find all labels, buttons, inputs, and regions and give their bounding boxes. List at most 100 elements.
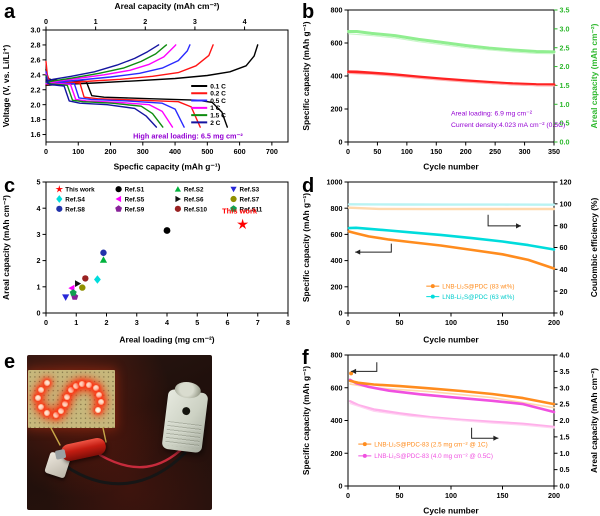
red-led [67,387,74,394]
svg-text:150: 150 [430,147,442,156]
svg-text:1000: 1000 [327,178,343,187]
red-led [92,384,99,391]
svg-text:250: 250 [489,147,501,156]
svg-text:0.5: 0.5 [560,119,570,128]
svg-text:1: 1 [37,282,41,291]
clip-tip [54,448,67,460]
svg-text:0: 0 [339,482,343,491]
svg-text:1.0: 1.0 [560,100,570,109]
svg-text:1.8: 1.8 [31,115,41,124]
svg-text:High areal loading: 6.5 mg cm⁻: High areal loading: 6.5 mg cm⁻² [133,132,243,141]
svg-text:LNB-Li₂S@PDC-83 (4.0 mg cm⁻² @: LNB-Li₂S@PDC-83 (4.0 mg cm⁻² @ 0.5C) [374,453,493,460]
svg-text:600: 600 [331,230,343,239]
svg-text:200: 200 [331,449,343,458]
svg-text:3: 3 [37,230,41,239]
svg-text:Ref.S1: Ref.S1 [125,187,145,194]
svg-text:2: 2 [143,17,147,26]
svg-text:2.2: 2.2 [31,85,41,94]
svg-text:Ref.S10: Ref.S10 [184,206,208,213]
svg-text:1: 1 [94,17,98,26]
svg-text:1.5 C: 1.5 C [210,113,226,120]
svg-text:1 C: 1 C [210,105,220,112]
svg-text:Ref.S8: Ref.S8 [65,206,85,213]
svg-text:800: 800 [331,351,343,360]
svg-text:1.0: 1.0 [560,449,570,458]
svg-text:1: 1 [74,318,78,327]
svg-text:0.0: 0.0 [560,138,570,147]
red-led [44,380,51,387]
svg-text:500: 500 [201,147,213,156]
svg-text:600: 600 [234,147,246,156]
svg-text:100: 100 [445,491,457,500]
svg-text:Coulombic efficiency (%): Coulombic efficiency (%) [589,198,599,298]
red-led [64,394,71,401]
svg-text:Ref.S9: Ref.S9 [125,206,145,213]
svg-text:Voltage (V, vs. Li/Li⁺): Voltage (V, vs. Li/Li⁺) [1,44,11,127]
svg-text:350: 350 [548,147,560,156]
svg-text:60: 60 [560,243,568,252]
panel-label-b: b [302,1,315,23]
red-led [38,404,45,411]
svg-text:4.0: 4.0 [560,351,570,360]
svg-text:100: 100 [560,199,572,208]
svg-text:Cycle number: Cycle number [423,162,479,172]
svg-text:8: 8 [286,318,290,327]
svg-text:Areal capacity (mAh cm⁻²): Areal capacity (mAh cm⁻²) [1,195,11,300]
svg-text:100: 100 [445,318,457,327]
svg-text:Ref.S2: Ref.S2 [184,187,204,194]
alligator-clip [54,436,108,463]
svg-text:Ref.S3: Ref.S3 [240,187,260,194]
svg-text:50: 50 [396,318,404,327]
svg-text:0: 0 [346,147,350,156]
svg-text:2.4: 2.4 [31,70,41,79]
svg-text:5: 5 [195,318,199,327]
svg-text:0.0: 0.0 [560,482,570,491]
svg-text:0: 0 [44,318,48,327]
svg-text:Ref.S5: Ref.S5 [125,196,145,203]
svg-text:2.5: 2.5 [560,43,570,52]
red-led [95,407,102,414]
svg-text:3.0: 3.0 [560,24,570,33]
red-led [35,395,42,402]
svg-text:Areal capacity (mAh cm⁻²): Areal capacity (mAh cm⁻²) [589,368,599,473]
svg-text:200: 200 [105,147,117,156]
svg-text:100: 100 [72,147,84,156]
svg-text:200: 200 [331,282,343,291]
svg-text:LNB-Li₂S@PDC-83 (2.5 mg cm⁻² @: LNB-Li₂S@PDC-83 (2.5 mg cm⁻² @ 1C) [374,441,487,448]
svg-text:800: 800 [331,6,343,15]
svg-text:Specfic capacity (mAh g⁻¹): Specfic capacity (mAh g⁻¹) [114,162,221,172]
svg-text:1.6: 1.6 [31,130,41,139]
svg-text:800: 800 [331,204,343,213]
red-led [52,412,59,419]
svg-text:Specific capacity (mAh g⁻¹): Specific capacity (mAh g⁻¹) [301,193,311,302]
svg-text:Ref.S6: Ref.S6 [184,196,204,203]
svg-text:0: 0 [346,318,350,327]
svg-text:This work: This work [222,206,258,215]
svg-text:3: 3 [135,318,139,327]
svg-text:Ref.S11: Ref.S11 [240,206,263,213]
svg-text:0.5 C: 0.5 C [210,98,226,105]
svg-text:150: 150 [497,491,509,500]
svg-text:2: 2 [37,256,41,265]
svg-text:2.5: 2.5 [560,400,570,409]
svg-text:3.0: 3.0 [31,26,41,35]
loading-cycling-chart: 0 50 100 150 200 Cycle number 0 200 400 600 800 Spe… [301,351,599,516]
svg-text:Specific capacity (mAh g⁻¹): Specific capacity (mAh g⁻¹) [301,21,311,130]
battery-pack [161,380,209,454]
panel-label-d: d [302,175,315,197]
svg-text:700: 700 [266,147,278,156]
svg-text:40: 40 [560,265,568,274]
svg-text:0: 0 [44,147,48,156]
svg-text:600: 600 [331,39,343,48]
svg-text:200: 200 [460,147,472,156]
panel-e-photo [0,345,300,516]
red-led [98,399,105,406]
svg-text:600: 600 [331,383,343,392]
red-led [38,387,45,394]
svg-text:Cycle number: Cycle number [423,335,479,345]
svg-text:0: 0 [37,309,41,318]
red-led [85,382,92,389]
svg-text:Areal loading: 6.9 mg cm⁻²: Areal loading: 6.9 mg cm⁻² [451,111,533,118]
